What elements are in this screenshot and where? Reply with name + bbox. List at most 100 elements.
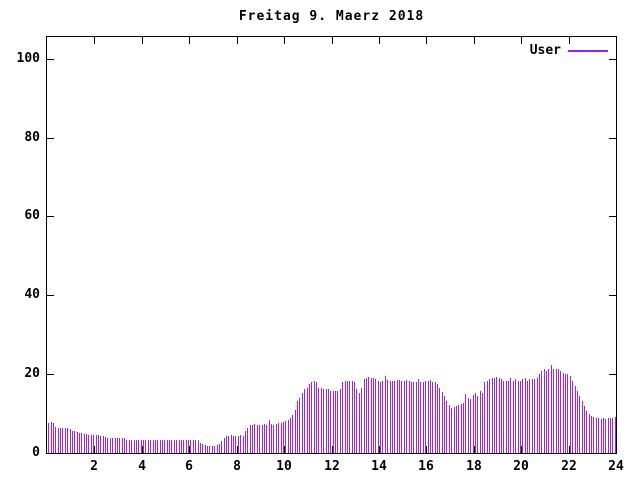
impulse-bar [96,435,97,453]
impulse-bar [48,423,49,453]
impulse-bar [551,365,552,453]
tick-mark [237,446,238,453]
impulse-bar [411,382,412,453]
impulse-bar [553,369,554,453]
impulse-bar [110,438,111,453]
impulse-bar [262,425,263,453]
impulse-bar [342,382,343,453]
impulse-bar [496,377,497,453]
impulse-bar [480,391,481,453]
impulse-bar [575,386,576,453]
impulse-bar [442,392,443,453]
impulse-bar [364,379,365,453]
impulse-bar [67,428,68,453]
impulse-bar [380,382,381,453]
impulse-bar [72,431,73,453]
impulse-bar [532,379,533,453]
y-axis-tick-label: 40 [24,287,40,302]
impulse-bar [603,418,604,453]
tick-mark [142,37,143,44]
impulse-bar [373,378,374,453]
impulse-bar [328,389,329,453]
impulse-bar [188,440,189,453]
impulse-bar [181,440,182,453]
impulse-bar [539,374,540,453]
impulse-bar [482,393,483,453]
impulse-bar [492,378,493,453]
impulse-bar [499,378,500,453]
tick-mark [47,138,54,139]
x-axis-tick-label: 16 [418,459,434,474]
impulse-bar [200,443,201,453]
impulse-bar [567,374,568,453]
impulse-bar [544,369,545,453]
impulse-bar [522,379,523,453]
impulse-bar [503,381,504,453]
impulse-bar [179,440,180,453]
impulse-bar [103,436,104,453]
impulse-bar [556,369,557,453]
impulse-bar [198,440,199,453]
impulse-bar [418,379,419,453]
impulse-bar [605,419,606,453]
impulse-bar [409,381,410,453]
impulse-bar [252,425,253,453]
impulse-bar [359,393,360,453]
impulse-bar [546,371,547,453]
impulse-bar [565,374,566,453]
impulse-bar [141,440,142,453]
impulse-bar [269,420,270,453]
impulse-bar [70,429,71,453]
tick-mark [609,295,616,296]
impulse-bar [586,411,587,453]
impulse-bar [250,425,251,453]
impulse-bar [186,440,187,453]
impulse-bar [335,391,336,453]
impulse-bar [392,381,393,453]
impulse-bar [299,398,300,453]
impulse-bar [214,446,215,453]
impulse-bar [330,391,331,453]
impulse-bar [171,440,172,453]
impulse-bar [577,391,578,453]
impulse-bar [74,431,75,453]
impulse-bar [534,379,535,453]
tick-mark [521,446,522,453]
impulse-bar [446,401,447,453]
impulse-bar [134,440,135,453]
impulse-bar [473,395,474,453]
impulse-bar [226,436,227,453]
impulse-bar [93,435,94,453]
impulse-bar [579,396,580,453]
impulse-bar [183,440,184,453]
tick-mark [332,446,333,453]
tick-mark [569,37,570,44]
impulse-bar [397,380,398,453]
impulse-bar [169,440,170,453]
x-axis-tick-label: 20 [513,459,529,474]
tick-mark [237,37,238,44]
impulse-bar [570,376,571,453]
x-axis-tick-label: 10 [276,459,292,474]
tick-mark [609,59,616,60]
impulse-bar [520,381,521,453]
impulse-bar [247,428,248,453]
impulse-bar [285,421,286,453]
tick-mark [47,295,54,296]
impulse-bar [119,438,120,453]
impulse-bar [385,376,386,453]
impulse-bar [62,428,63,453]
impulse-bar [444,396,445,453]
tick-mark [47,216,54,217]
impulse-bar [337,391,338,453]
impulse-bar [352,381,353,453]
impulse-bar [292,415,293,453]
impulse-bar [423,382,424,453]
impulse-bar [143,440,144,453]
impulse-bar [304,389,305,453]
impulse-bar [318,388,319,453]
y-axis-tick-label: 80 [24,130,40,145]
impulse-bar [164,440,165,453]
impulse-bar [290,418,291,453]
